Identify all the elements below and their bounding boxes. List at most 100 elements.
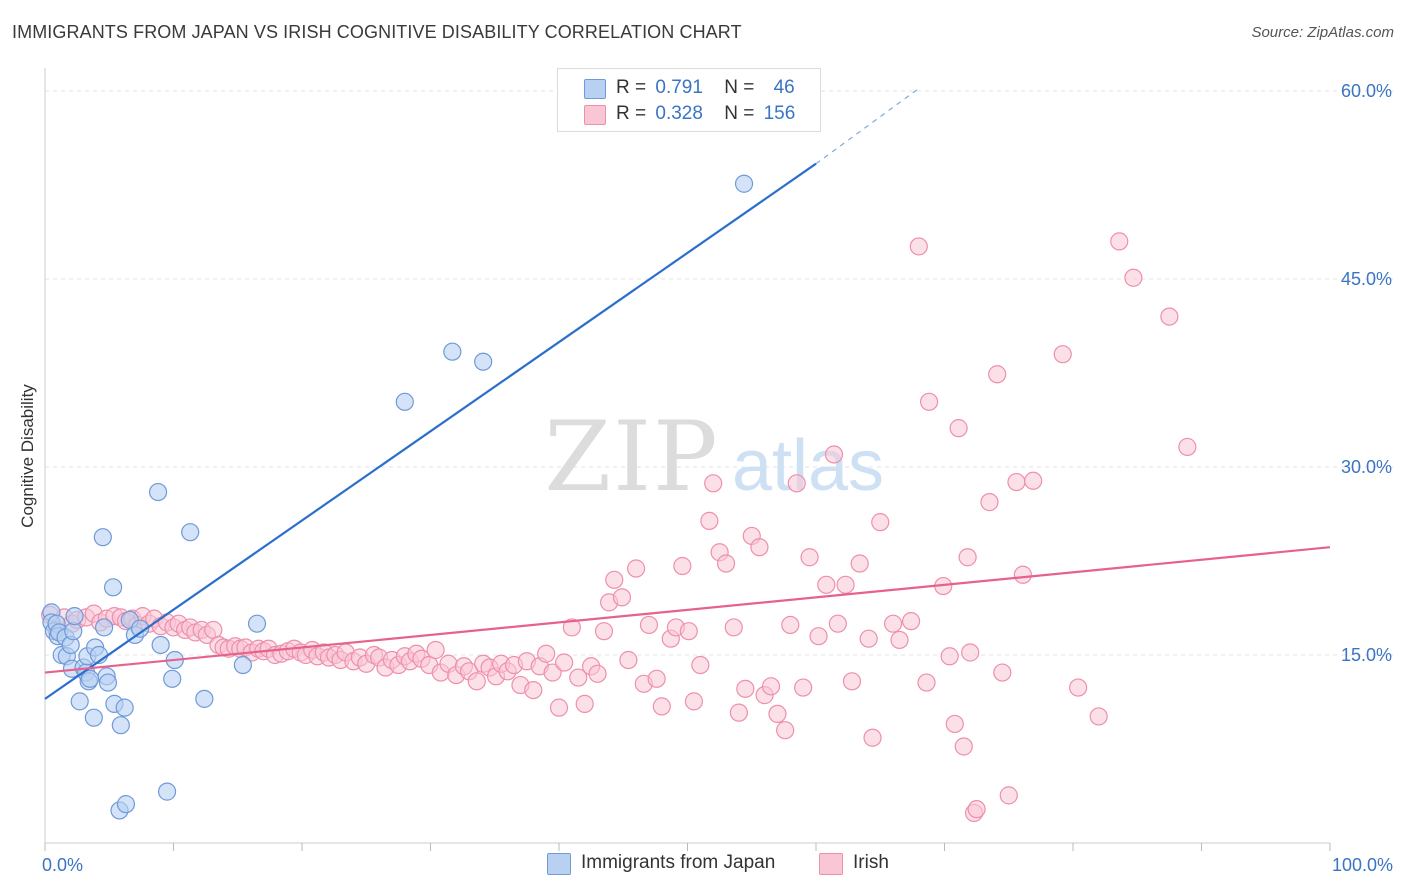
irish-point [684,692,704,711]
irish-point [204,620,223,640]
irish-point [859,629,878,648]
irish-point [768,704,787,724]
irish-point [842,672,862,691]
irish-point [919,392,939,411]
japan-point [163,669,182,688]
y-tick-label-30: 30.0% [1341,457,1392,477]
japan-point [93,528,112,547]
legend-irish-n-value: 156 [763,103,796,124]
irish-point [961,643,980,662]
legend-irish-r-label: R = [616,103,647,124]
japan-point [443,342,462,361]
irish-point [1069,678,1088,697]
y-tick-label-15: 15.0% [1341,645,1392,665]
irish-points [41,232,1197,823]
japan-point [111,716,130,735]
japan-trend-line [44,162,817,700]
irish-point [967,800,986,819]
source-label: Source: ZipAtlas.com [1251,24,1394,41]
axes [44,68,1331,851]
japan-point [70,692,89,711]
japan-trend-extension [815,88,920,165]
irish-point [1160,307,1179,326]
irish-point [809,627,828,646]
irish-point [724,618,743,637]
irish-point [993,663,1012,682]
irish-trend-line [44,546,1331,674]
japan-point [474,352,493,371]
irish-point [594,622,614,641]
japan-point [104,578,123,597]
irish-point [988,365,1007,384]
irish-point [1110,232,1129,251]
legend-irish-text: R = 0.328 N = 156 [616,103,795,125]
bottom-japan-swatch [547,853,571,875]
irish-point [1013,565,1032,584]
irish-point [761,677,781,696]
irish-point [850,554,869,573]
irish-point [700,511,719,530]
irish-point [562,618,581,637]
irish-point [729,703,749,722]
japan-point [734,174,754,193]
japan-point [395,392,414,411]
irish-point [750,538,769,557]
japan-point [116,795,136,814]
y-axis-label: Cognitive Disability [18,384,37,528]
irish-point [917,673,936,692]
irish-point [945,714,964,734]
tick-labels: 15.0% 30.0% 45.0% 60.0% 0.0% 100.0% [42,81,1393,875]
japan-point [148,482,168,502]
irish-point [549,698,569,717]
watermark-zip: ZIP [544,401,719,513]
irish-point [647,669,666,688]
irish-point [883,614,903,633]
irish-point [537,644,556,663]
irish-point [605,570,624,589]
irish-point [800,548,819,567]
legend-japan-r-label: R = [616,77,647,98]
legend-japan-r-value: 0.791 [655,77,703,98]
x-tick-label-100: 100.0% [1332,855,1393,875]
irish-point [836,575,855,594]
irish-point [1007,472,1026,492]
irish-point [781,615,800,635]
irish-point [949,419,968,438]
irish-point [736,679,755,698]
irish-point [954,737,973,756]
japan-point [247,614,267,633]
y-tick-label-60: 60.0% [1341,81,1392,101]
irish-point [673,556,692,576]
japan-point [95,618,114,637]
y-tick-label-45: 45.0% [1341,269,1392,289]
stats-legend: R = 0.791 N = 46 R = 0.328 N = 156 [557,68,821,132]
irish-point [871,513,890,532]
watermark: ZIP atlas [544,401,884,513]
irish-point [824,445,844,464]
irish-point [1178,437,1197,457]
japan-point [98,673,118,692]
legend-japan-text: R = 0.791 N = 46 [616,77,795,99]
irish-point [524,680,543,700]
irish-point [828,614,847,633]
irish-point [890,630,909,650]
legend-japan-n-value: 46 [773,77,795,98]
japan-point [65,607,84,626]
irish-point [940,647,959,666]
irish-point [716,554,736,573]
irish-point [1024,471,1043,490]
japan-point [115,698,134,717]
irish-point [999,786,1018,805]
irish-point [980,492,999,512]
irish-point [901,612,921,631]
irish-point [612,588,632,607]
irish-point [652,697,671,716]
irish-swatch [584,105,606,125]
irish-point [776,721,795,740]
legend-japan-n-label: N = [724,77,755,98]
grid-lines [45,90,1395,656]
irish-point [817,575,836,594]
japan-point [130,619,150,638]
irish-point [691,655,710,675]
